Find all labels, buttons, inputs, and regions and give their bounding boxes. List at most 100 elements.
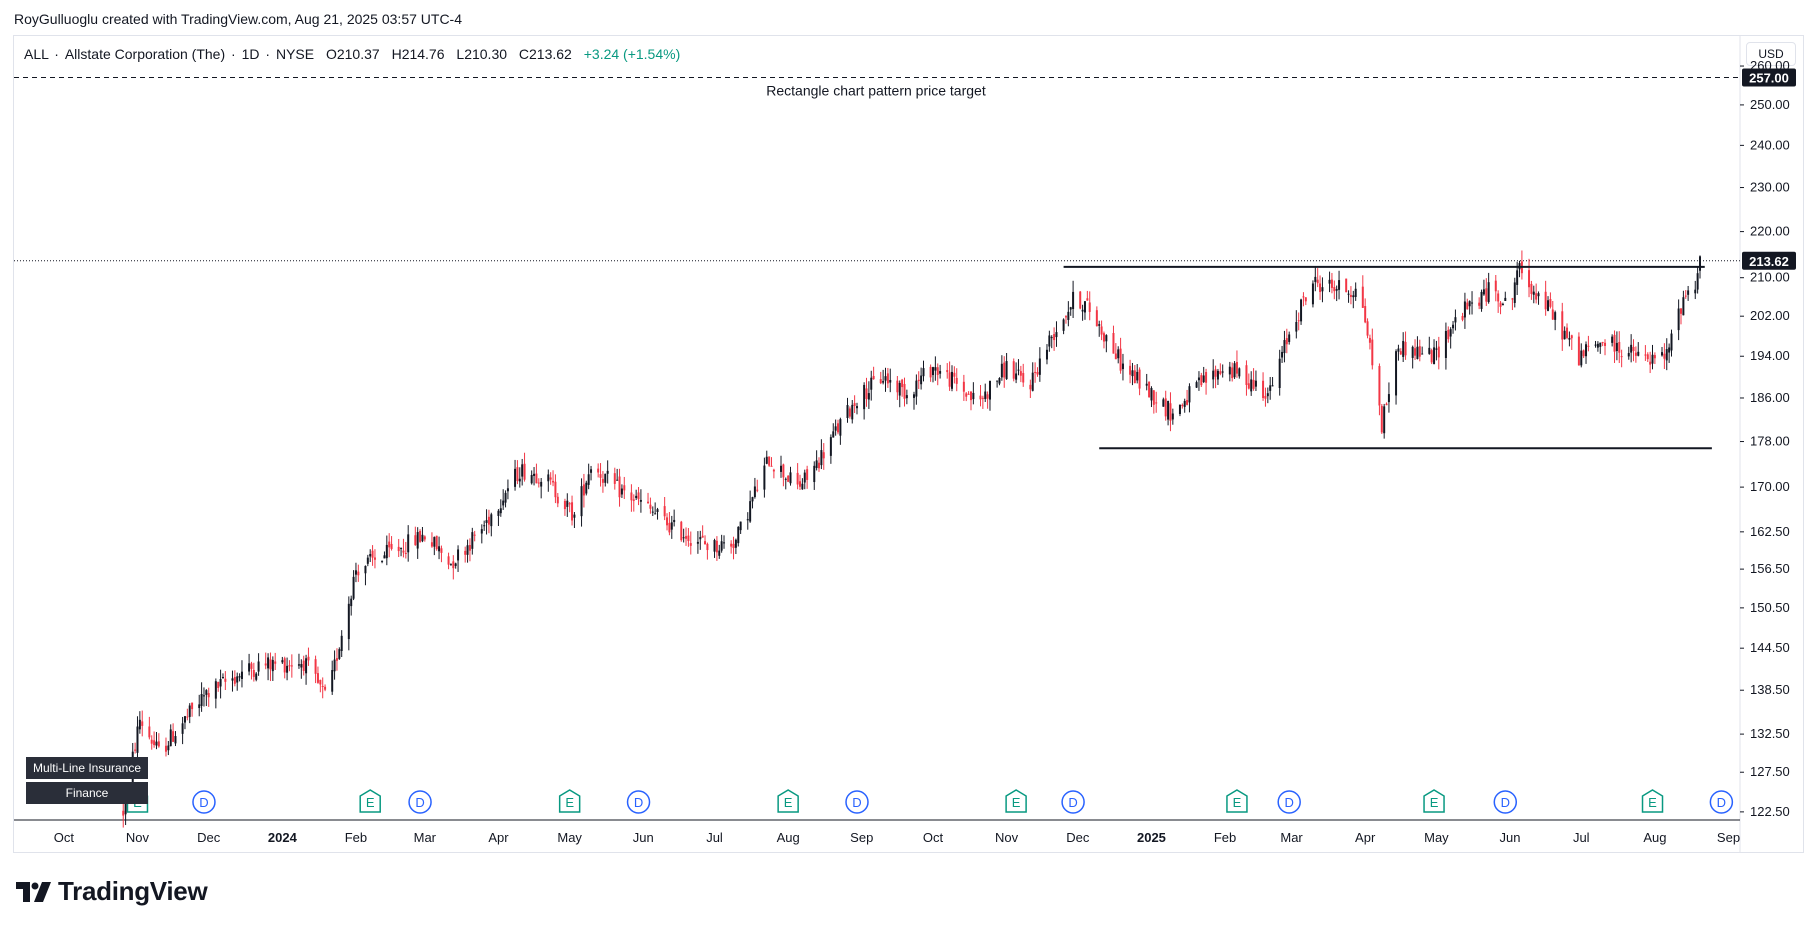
candle-body [666,517,669,526]
earnings-marker[interactable]: E [558,789,581,813]
candle-body [1421,353,1424,355]
candle-body [419,530,422,542]
candle-body [407,534,410,553]
candle-body [1105,335,1108,342]
candle-body [307,656,310,661]
candle-body [373,557,376,560]
candle-body [1095,310,1098,327]
candle-body [183,716,186,723]
candle-body [454,563,457,566]
currency-button[interactable]: USD [1746,42,1796,66]
sector-tag[interactable]: Finance [26,782,148,804]
candle-body [796,472,799,485]
industry-tag[interactable]: Multi-Line Insurance [26,757,148,779]
candle-body [839,419,842,436]
dividend-marker[interactable]: D [1061,790,1085,814]
legend-ticker[interactable]: ALL [24,46,49,62]
candle-body [236,676,239,683]
candle-body [1328,279,1331,284]
legend-interval[interactable]: 1D [241,46,260,62]
price-chart[interactable]: 260.00250.00240.00230.00220.00210.00202.… [0,0,1815,870]
candle-body [214,681,217,699]
candle-body [314,659,317,674]
candle-body [352,576,355,599]
dividend-marker[interactable]: D [1277,790,1301,814]
candle-body [601,479,604,483]
candle-body [1596,343,1599,348]
dividend-marker[interactable]: D [626,790,651,814]
candle-body [1022,373,1025,383]
candle-body [1680,308,1683,314]
y-tick-label: 250.00 [1750,97,1790,112]
candle-body [1019,371,1022,376]
dividend-marker[interactable]: D [1709,790,1734,814]
candle-body [630,492,633,501]
x-tick-label: 2025 [1137,830,1166,845]
candle-body [1069,307,1072,310]
earnings-marker[interactable]: E [1005,789,1027,813]
earnings-marker[interactable]: E [1226,789,1248,813]
y-tick-label: 144.50 [1750,640,1790,655]
candle-body [931,367,934,376]
candle-body [499,508,502,514]
candle-body [366,557,369,564]
candle-body [1197,377,1200,381]
candle-body [917,379,920,382]
candle-body [1012,361,1015,379]
candle-body [768,456,771,466]
dividend-letter: D [1068,795,1077,810]
candle-body [784,478,787,480]
candle-body [737,526,740,544]
candle-body [435,535,438,550]
candle-body [1402,340,1405,357]
candle-body [556,496,559,504]
candle-body [1067,311,1070,320]
dividend-marker[interactable]: D [1493,790,1518,814]
candle-body [238,676,241,678]
candle-body [1349,294,1352,297]
candle-body [872,375,875,380]
symbol-legend: ALL · Allstate Corporation (The) · 1D · … [24,46,681,62]
earnings-marker[interactable]: E [777,789,799,813]
candle-body [969,391,972,401]
candle-body [1665,349,1668,361]
candle-body [122,810,125,816]
candle-body [1055,332,1058,338]
candle-body [271,659,274,672]
dividend-marker[interactable]: D [192,790,216,814]
candle-body [319,679,322,685]
earnings-marker[interactable]: E [1423,789,1445,813]
candle-body [1100,326,1103,335]
candle-body [1620,356,1623,358]
candle-body [150,739,153,744]
candle-body [1228,366,1231,375]
candle-body [1264,395,1267,399]
candle-body [297,664,300,666]
earnings-letter: E [1430,795,1439,810]
candle-body [1314,276,1317,282]
earnings-marker[interactable]: E [359,789,381,813]
candle-body [1102,333,1105,342]
candle-body [1568,338,1571,340]
candle-body [563,500,566,510]
candle-body [224,678,227,682]
dividend-marker[interactable]: D [408,790,432,814]
candle-body [1138,369,1141,389]
candle-body [865,388,868,399]
candle-body [799,481,802,487]
candle-body [1131,370,1134,377]
dividend-marker[interactable]: D [845,790,869,814]
candle-body [934,367,937,371]
candle-body [1316,279,1319,284]
candle-body [806,469,809,480]
tradingview-logo[interactable]: TradingView [16,876,208,907]
candle-body [920,375,923,385]
candle-body [566,500,569,507]
candle-body [1687,290,1690,295]
candle-body [1694,289,1697,294]
earnings-marker[interactable]: E [1641,789,1664,813]
candle-body [1368,337,1371,343]
candle-body [889,379,892,383]
x-tick-label: Aug [1643,830,1666,845]
candle-body [647,501,650,504]
